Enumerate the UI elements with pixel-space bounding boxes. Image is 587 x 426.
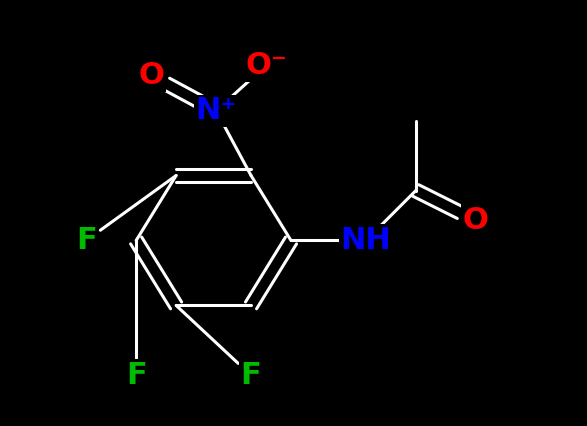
Text: O: O (463, 206, 489, 235)
Text: F: F (76, 226, 97, 255)
Text: O⁻: O⁻ (245, 51, 287, 80)
Text: N⁺: N⁺ (195, 96, 237, 125)
Text: F: F (241, 361, 261, 390)
Text: O: O (138, 61, 164, 90)
Text: F: F (126, 361, 147, 390)
Text: NH: NH (340, 226, 392, 255)
